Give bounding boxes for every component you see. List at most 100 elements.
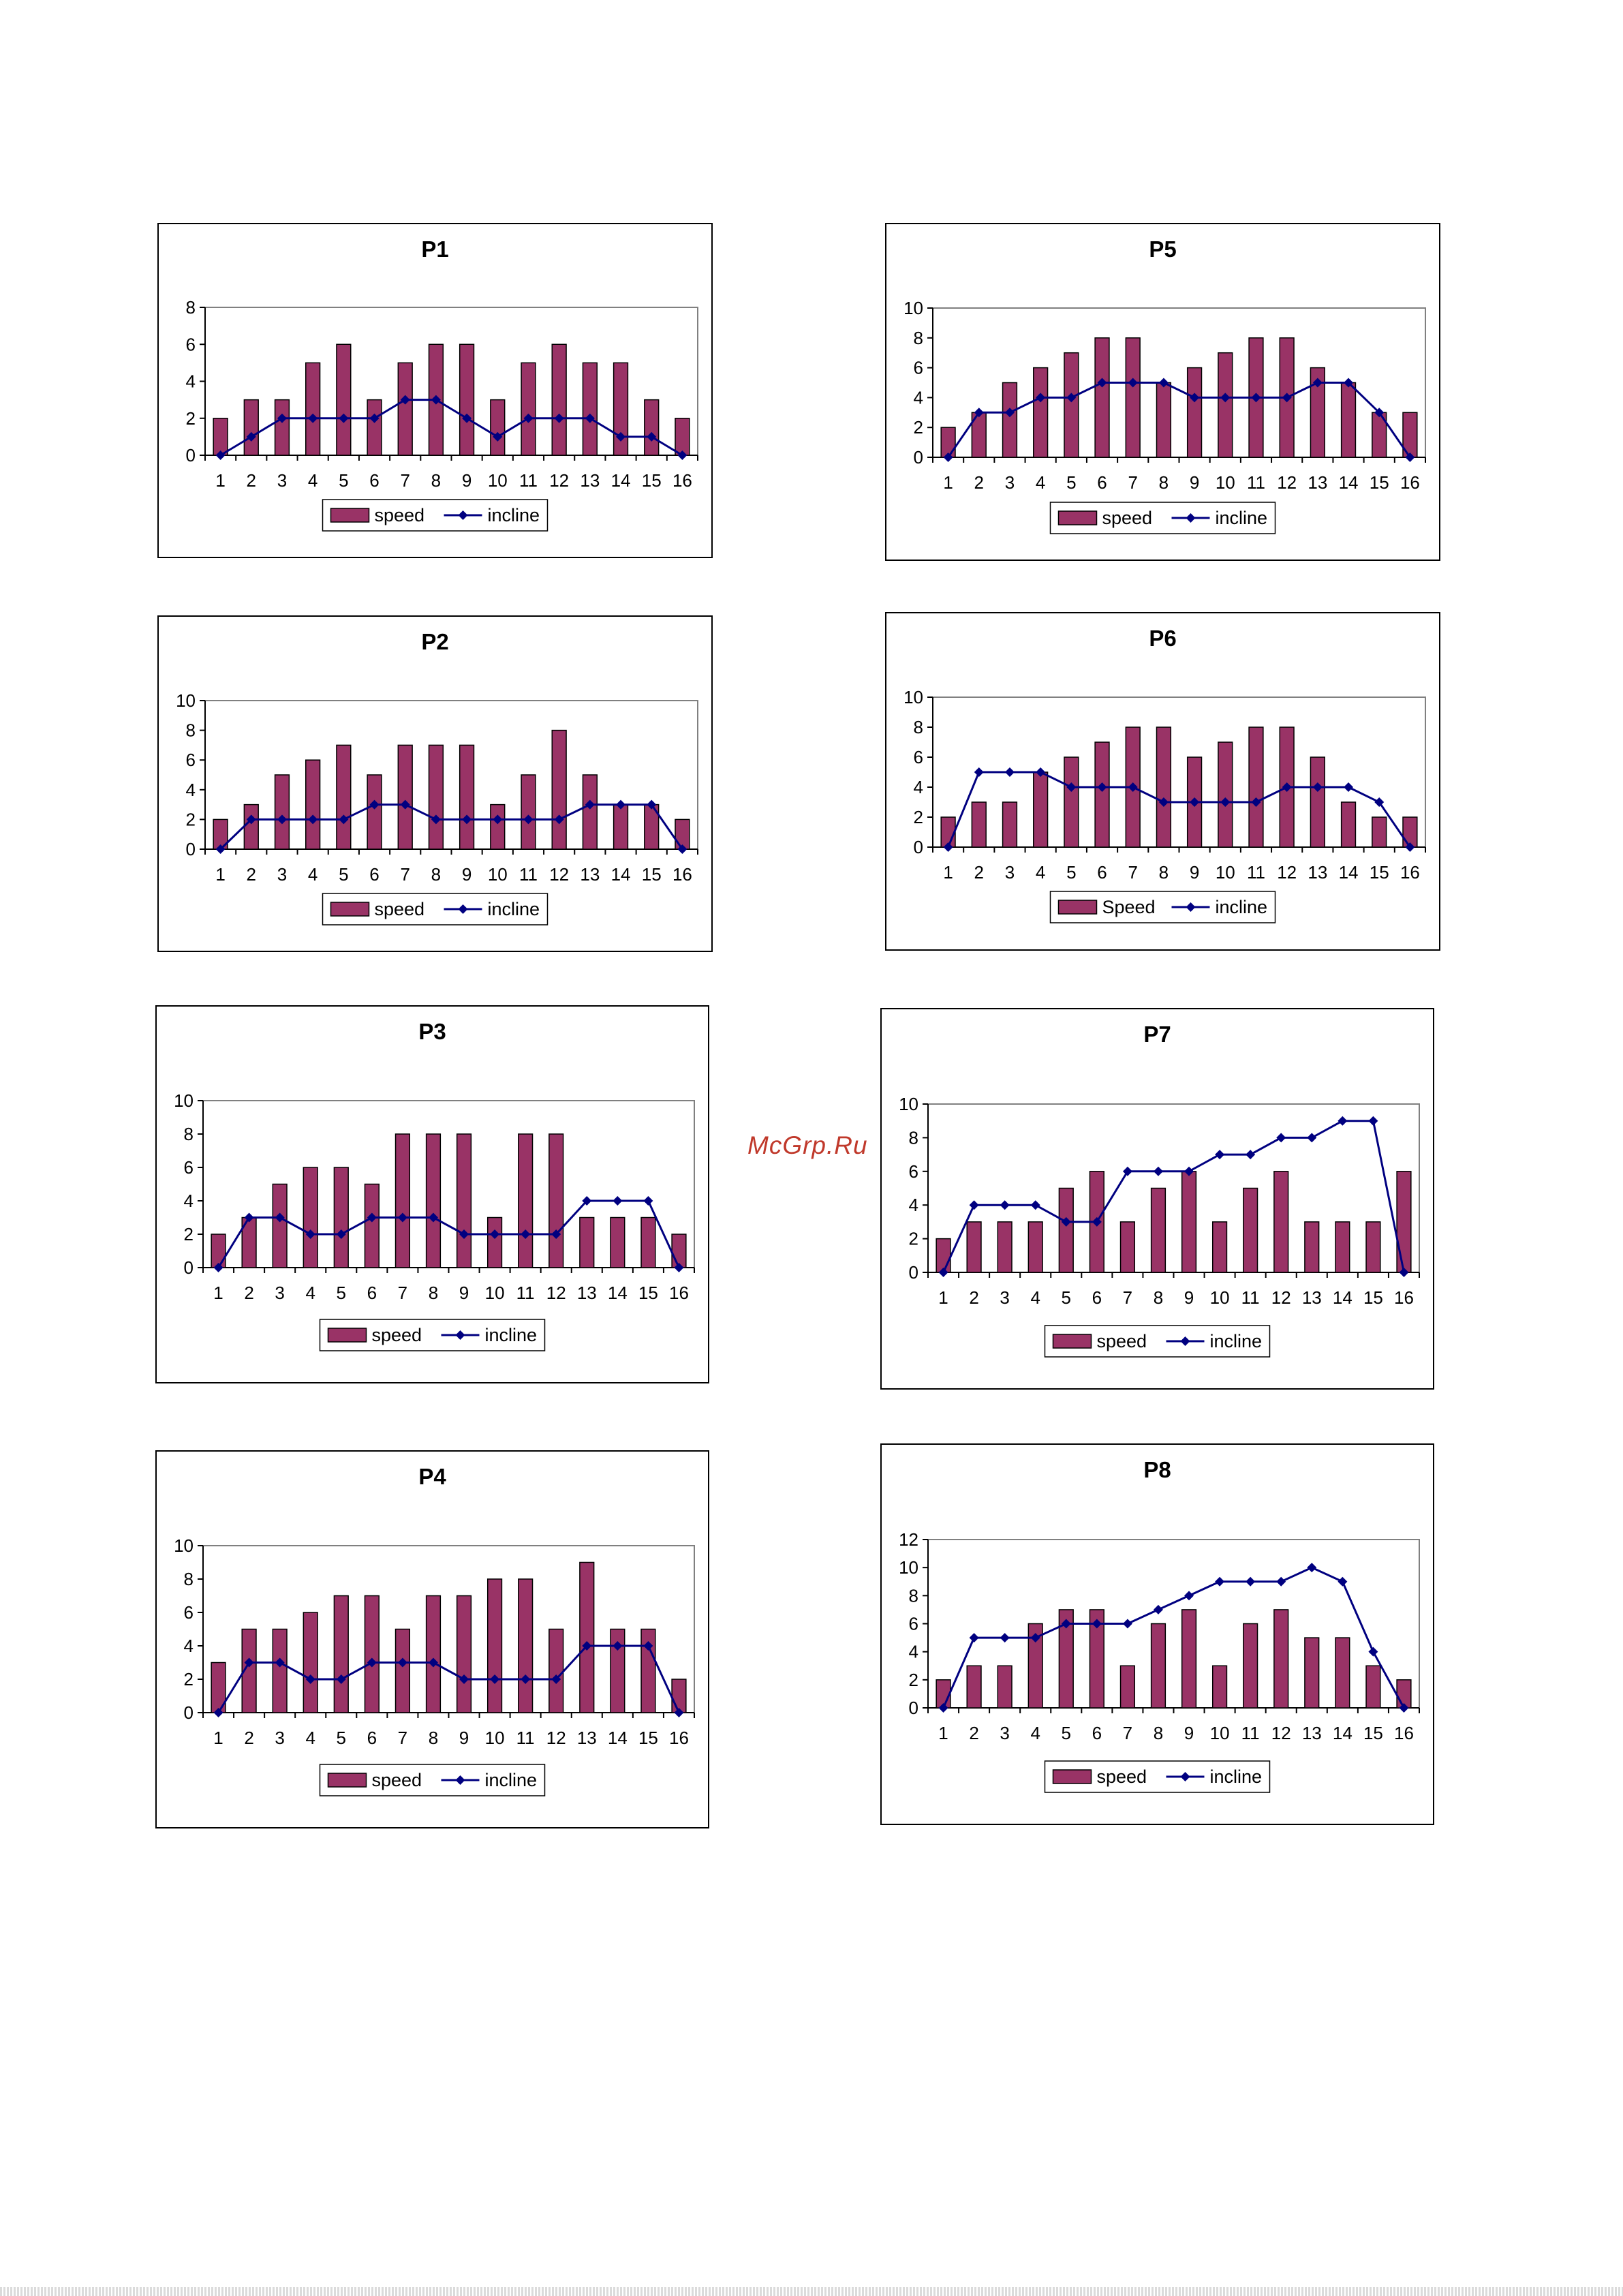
x-tick-label: 4 [1036,862,1045,883]
legend-speed-swatch [330,902,370,917]
speed-bar [425,1133,442,1268]
incline-point [215,450,226,460]
x-tick-label: 7 [398,1728,407,1748]
incline-point [1215,1150,1225,1160]
incline-point [1276,1576,1286,1587]
speed-bar [397,362,413,456]
incline-point [1220,393,1231,403]
speed-bar [1181,1171,1197,1273]
speed-bar [1243,1623,1258,1709]
speed-bar [303,1612,318,1713]
speed-bar [1064,352,1079,458]
legend-speed-label: speed [372,1325,422,1345]
x-tick-label: 5 [339,864,348,885]
legend-speed-label: speed [372,1770,422,1790]
legend-incline-label: incline [485,1325,538,1345]
incline-point [277,413,287,423]
speed-bar [551,343,567,456]
incline-point [938,1703,948,1713]
x-tick-label: 8 [1159,472,1169,493]
x-tick-label: 1 [213,1283,223,1303]
y-tick-label: 6 [184,1602,194,1623]
speed-bar [971,801,987,848]
x-tick-label: 16 [669,1728,689,1748]
legend-incline-marker [455,1775,465,1785]
x-tick-label: 8 [431,864,441,885]
speed-bar [1218,741,1233,848]
incline-point [1190,797,1200,807]
speed-bar [211,1234,226,1268]
incline-point [551,1674,561,1684]
x-tick-label: 9 [1190,862,1199,883]
speed-bar [1186,367,1203,458]
x-tick-label: 12 [1277,472,1297,493]
x-tick-label: 9 [459,1728,469,1748]
speed-bar [582,774,598,850]
incline-point [1097,782,1107,792]
x-tick-label: 3 [1000,1287,1009,1308]
x-tick-label: 15 [642,470,662,491]
speed-bar [213,418,228,456]
x-tick-label: 8 [429,1728,438,1748]
incline-point [490,1674,500,1684]
incline-point [1036,393,1046,403]
incline-point [1220,797,1231,807]
incline-point [275,1657,285,1668]
x-tick-label: 4 [305,1728,315,1748]
speed-bar [333,1167,349,1268]
y-tick-label: 2 [909,1670,918,1690]
speed-bar [274,774,290,850]
x-tick-label: 11 [1247,472,1265,493]
x-tick-label: 3 [277,470,287,491]
incline-point [1405,453,1415,462]
incline-point [1307,1133,1317,1143]
speed-bar [518,1578,534,1713]
incline-point [462,814,472,825]
incline-point [647,431,657,442]
speed-bar [305,362,321,456]
x-tick-label: 11 [1247,862,1265,883]
speed-bar [1372,816,1387,848]
y-tick-label: 0 [186,445,196,465]
y-tick-label: 0 [909,1698,918,1718]
y-tick-label: 10 [174,1090,194,1111]
x-tick-label: 9 [1184,1723,1194,1743]
incline-point [1405,842,1415,852]
speed-bar [1304,1637,1320,1709]
y-tick-label: 10 [903,298,923,318]
x-tick-label: 14 [1339,472,1359,493]
y-tick-label: 12 [899,1529,918,1550]
incline-point [1184,1166,1194,1176]
speed-bar [640,1216,656,1268]
speed-bar [486,1578,503,1713]
y-tick-label: 4 [909,1642,918,1662]
speed-bar [610,1628,625,1713]
x-tick-label: 1 [215,470,225,491]
incline-point [1092,1216,1102,1227]
y-tick-label: 6 [909,1614,918,1634]
chart-p7: P7 0 2 4 6 8 10 1 2 3 4 5 6 7 8 9 10 11 12 13 14 15 16 speed inc… [880,1008,1434,1390]
legend-incline-marker [1186,902,1196,912]
x-tick-label: 13 [577,1283,597,1303]
x-tick-label: 15 [1370,472,1389,493]
speed-bar [1094,741,1110,848]
incline-point [305,1229,315,1239]
incline-point [521,1229,531,1239]
incline-point [1246,1150,1256,1160]
incline-point [213,1263,223,1272]
speed-bar [1125,337,1141,458]
legend-incline-label: incline [1210,1766,1263,1787]
x-tick-label: 6 [367,1728,377,1748]
y-tick-label: 8 [184,1124,194,1144]
speed-bar [1033,367,1049,458]
x-tick-label: 9 [1190,472,1199,493]
y-tick-label: 10 [903,687,923,707]
x-tick-label: 15 [1370,862,1389,883]
incline-point [367,1657,377,1668]
speed-bar [1058,1609,1074,1709]
incline-point [369,413,380,423]
x-tick-label: 3 [275,1728,284,1748]
